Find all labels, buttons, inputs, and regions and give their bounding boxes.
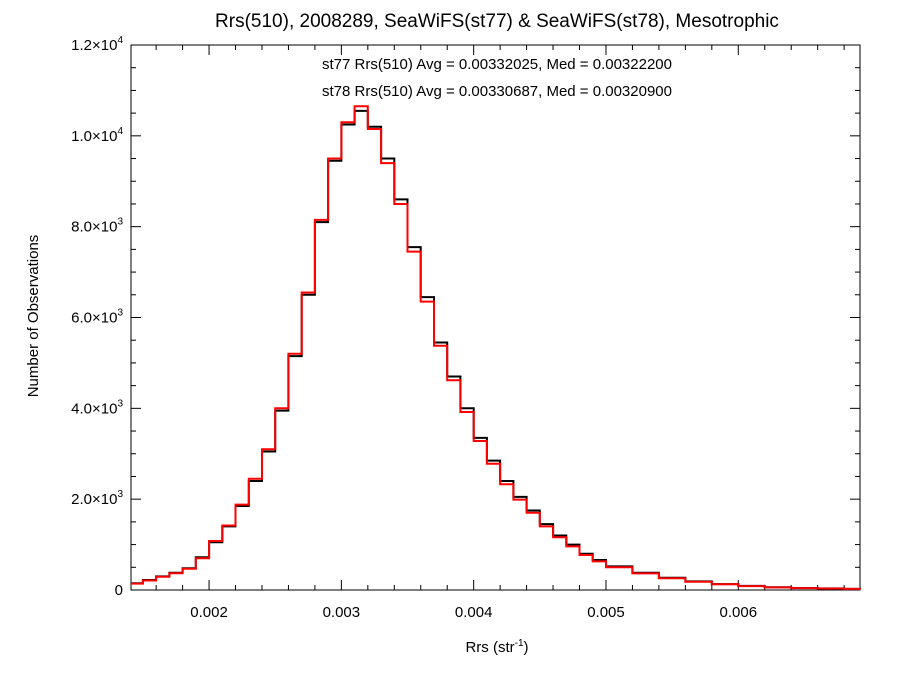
y-tick-label: 4.0×103 — [71, 398, 123, 417]
x-tick-label: 0.005 — [587, 604, 625, 621]
y-tick-label: 8.0×103 — [71, 217, 123, 236]
plot-border — [130, 44, 861, 591]
x-axis-label-superscript: -1 — [515, 638, 524, 649]
y-tick-exponent: 3 — [117, 489, 123, 500]
x-tick-label: 0.002 — [190, 604, 228, 621]
series-line-st77 — [131, 109, 861, 590]
y-tick-mantissa: 6.0×10 — [71, 310, 117, 327]
y-tick-mantissa: 2.0×10 — [71, 491, 117, 508]
y-axis-ticks — [131, 44, 860, 591]
y-tick-exponent: 3 — [117, 217, 123, 228]
x-axis-label-close: ) — [524, 639, 529, 656]
series-group — [131, 105, 861, 590]
y-tick-label: 1.0×104 — [71, 126, 123, 145]
plot-frame — [130, 44, 861, 591]
y-tick-exponent: 3 — [117, 308, 123, 319]
x-axis-ticks — [155, 45, 845, 590]
y-axis-label: Number of Observations — [25, 235, 42, 398]
x-tick-label: 0.006 — [720, 604, 758, 621]
x-axis-tick-labels: 0.002 0.003 0.004 0.005 0.006 — [190, 604, 757, 621]
annotation-st78: st78 Rrs(510) Avg = 0.00330687, Med = 0.… — [322, 83, 672, 100]
x-tick-label: 0.004 — [455, 604, 493, 621]
x-tick-label: 0.003 — [323, 604, 361, 621]
y-tick-label: 6.0×103 — [71, 308, 123, 327]
y-tick-exponent: 3 — [117, 398, 123, 409]
y-tick-mantissa: 0 — [115, 582, 123, 599]
y-tick-mantissa: 1.2×10 — [71, 37, 117, 54]
x-axis-label-text: Rrs (str — [465, 639, 514, 656]
chart-title: Rrs(510), 2008289, SeaWiFS(st77) & SeaWi… — [215, 11, 779, 32]
y-tick-label: 2.0×103 — [71, 489, 123, 508]
y-tick-label: 1.2×104 — [71, 35, 123, 54]
y-tick-mantissa: 1.0×10 — [71, 128, 117, 145]
y-tick-label: 0 — [115, 582, 123, 599]
y-tick-mantissa: 8.0×10 — [71, 219, 117, 236]
annotation-st77: st77 Rrs(510) Avg = 0.00332025, Med = 0.… — [322, 56, 672, 73]
series-line-st78 — [131, 105, 861, 590]
x-axis-label: Rrs (str-1) — [465, 638, 528, 656]
y-tick-exponent: 4 — [117, 126, 123, 137]
y-tick-mantissa: 4.0×10 — [71, 400, 117, 417]
y-tick-exponent: 4 — [117, 35, 123, 46]
y-axis-tick-labels: 02.0×1034.0×1036.0×1038.0×1031.0×1041.2×… — [71, 35, 123, 599]
